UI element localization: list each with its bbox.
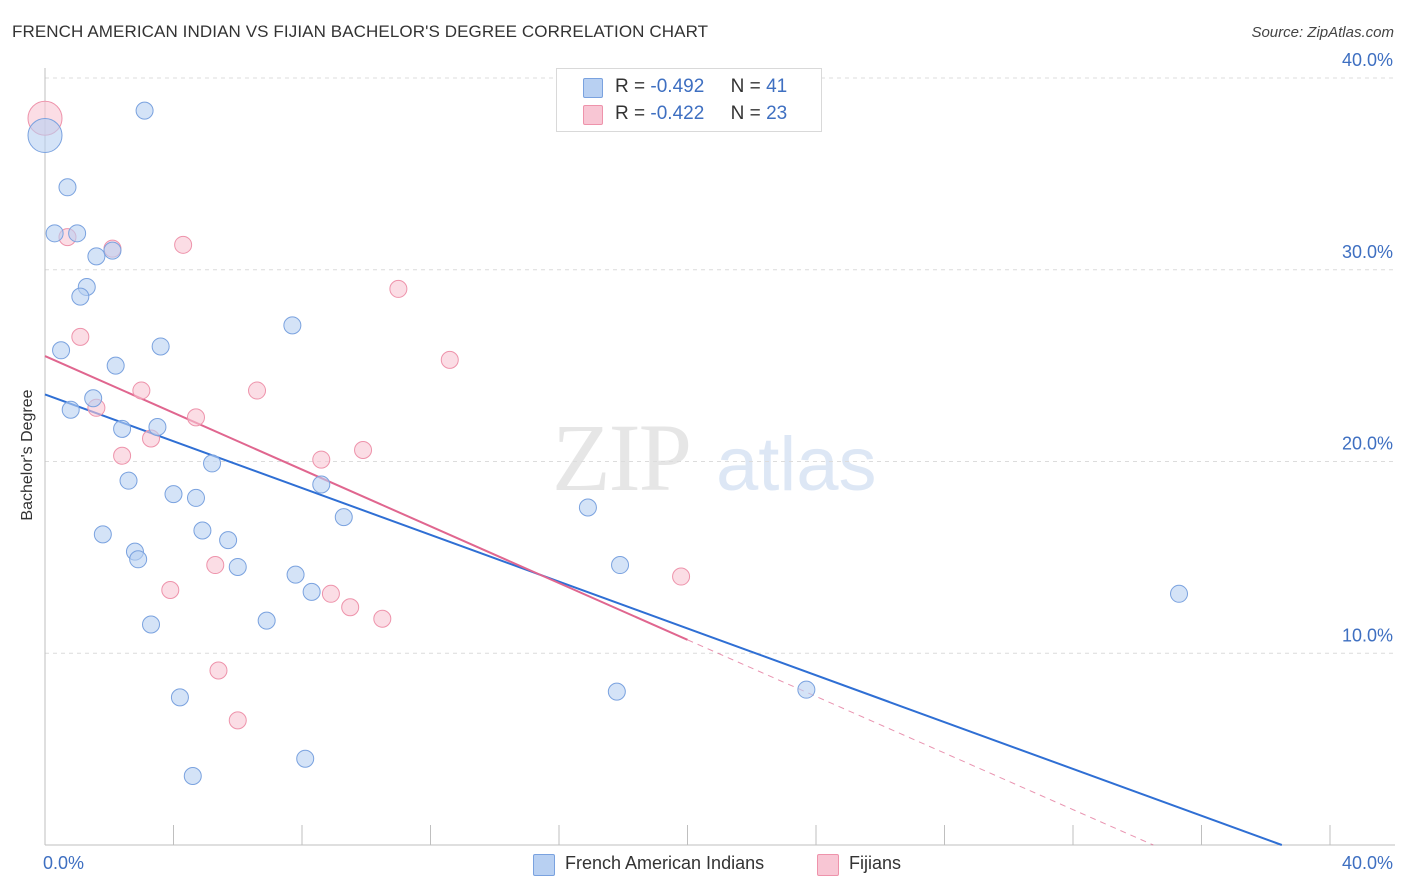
trend-line-fijian — [44, 355, 688, 641]
watermark-atlas: atlas — [716, 422, 877, 507]
point-fijian — [209, 661, 228, 680]
n-label: N = — [730, 103, 761, 124]
point-french — [302, 582, 321, 601]
point-fijian — [186, 408, 205, 427]
point-french — [203, 454, 222, 473]
point-fijian — [228, 711, 247, 730]
point-fijian — [354, 440, 373, 459]
point-fijian — [206, 556, 225, 575]
trend-line-french — [44, 393, 1283, 846]
point-french — [103, 241, 122, 260]
point-fijian — [174, 235, 193, 254]
legend-label-fijian: Fijians — [849, 853, 902, 873]
point-french — [1170, 584, 1189, 603]
legend-stats-fijian: R = -0.422 N = 23 — [615, 103, 787, 125]
point-french — [312, 475, 331, 494]
point-french — [164, 485, 183, 504]
point-french — [183, 766, 202, 785]
point-french — [257, 611, 276, 630]
y-tick-label: 40.0% — [1342, 50, 1393, 70]
point-french — [296, 749, 315, 768]
point-fijian — [440, 350, 459, 369]
legend-swatch-french-bottom — [533, 854, 555, 876]
point-french — [170, 688, 189, 707]
point-french — [27, 118, 63, 154]
point-fijian — [248, 381, 267, 400]
point-french — [578, 498, 597, 517]
legend-swatch-fijian-bottom — [817, 854, 839, 876]
y-tick-label: 30.0% — [1342, 242, 1393, 262]
r-label: R = — [615, 76, 646, 97]
point-french — [797, 680, 816, 699]
grid-lines — [45, 77, 1395, 654]
trend-line-fijian-extension — [687, 639, 1154, 846]
point-french — [135, 101, 154, 120]
x-tick-label-max: 40.0% — [1342, 853, 1393, 873]
point-french — [87, 247, 106, 266]
n-label: N = — [730, 76, 761, 97]
point-french — [142, 615, 161, 634]
point-french — [286, 565, 305, 584]
point-fijian — [132, 381, 151, 400]
point-french — [334, 508, 353, 527]
point-french — [219, 531, 238, 550]
point-french — [93, 525, 112, 544]
legend-label-french: French American Indians — [565, 853, 765, 873]
point-fijian — [71, 327, 90, 346]
r-value: -0.422 — [650, 103, 705, 124]
point-french — [283, 316, 302, 335]
chart-title: FRENCH AMERICAN INDIAN VS FIJIAN BACHELO… — [12, 22, 709, 41]
point-fijian — [373, 609, 392, 628]
point-french — [61, 400, 80, 419]
r-value: -0.492 — [650, 76, 705, 97]
point-french — [68, 224, 87, 243]
point-french — [129, 550, 148, 569]
point-french — [52, 341, 71, 360]
axes — [44, 68, 1395, 846]
point-french — [193, 521, 212, 540]
point-french — [228, 557, 247, 576]
trend-lines — [44, 355, 1283, 846]
n-value: 23 — [766, 103, 788, 124]
point-french — [148, 417, 167, 436]
legend-swatch-french — [583, 78, 603, 98]
point-fijian — [321, 584, 340, 603]
stats-legend: R = -0.492 N = 41 R = -0.422 N = 23 — [556, 68, 822, 132]
r-label: R = — [615, 103, 646, 124]
x-tick-label-min: 0.0% — [43, 853, 84, 873]
point-fijian — [341, 598, 360, 617]
y-tick-label: 20.0% — [1342, 434, 1393, 454]
data-points — [27, 100, 1189, 785]
point-french — [607, 682, 626, 701]
tick-labels: 10.0% 20.0% 30.0% 40.0% 0.0% 40.0% — [43, 50, 1393, 873]
watermark: ZIP atlas — [552, 404, 877, 511]
legend-swatch-fijian — [583, 105, 603, 125]
point-french — [106, 356, 125, 375]
point-french — [186, 488, 205, 507]
point-french — [113, 419, 132, 438]
watermark-zip: ZIP — [552, 404, 690, 511]
point-french — [71, 287, 90, 306]
point-french — [119, 471, 138, 490]
y-tick-label: 10.0% — [1342, 625, 1393, 645]
point-french — [151, 337, 170, 356]
point-fijian — [672, 567, 691, 586]
point-fijian — [389, 279, 408, 298]
point-french — [84, 389, 103, 408]
point-french — [45, 224, 64, 243]
source-label: Source: ZipAtlas.com — [1251, 24, 1394, 41]
point-french — [611, 556, 630, 575]
y-axis-label: Bachelor's Degree — [19, 389, 36, 521]
point-fijian — [161, 580, 180, 599]
point-french — [58, 178, 77, 197]
point-fijian — [312, 450, 331, 469]
legend-stats-french: R = -0.492 N = 41 — [615, 76, 787, 98]
n-value: 41 — [766, 76, 788, 97]
point-fijian — [113, 446, 132, 465]
